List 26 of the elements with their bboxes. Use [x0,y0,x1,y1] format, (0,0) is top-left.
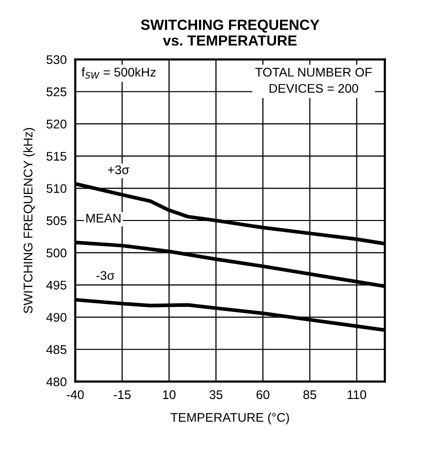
series-label: MEAN [86,214,120,222]
y-tick-label: 525 [46,87,66,96]
chart-title: SWITCHING FREQUENCY vs. TEMPERATURE [140,20,320,46]
series-label: -3σ [96,271,114,280]
series-label: +3σ [108,165,130,174]
annotation: TOTAL NUMBER OF DEVICES = 200 [255,68,372,93]
x-tick-label: 60 [256,390,270,400]
x-tick-label: -40 [66,390,84,400]
x-tick-label: 10 [163,390,176,400]
y-tick-label: 505 [46,216,66,226]
y-tick-label: 495 [46,280,66,290]
y-tick-label: 490 [46,312,66,322]
y-axis-title: SWITCHING FREQUENCY (kHz) [23,128,35,314]
x-axis-title: TEMPERATURE (°C) [170,412,289,424]
x-tick-label: 35 [210,390,222,400]
y-tick-label: 520 [46,120,66,128]
y-tick-label: 480 [46,377,66,386]
y-tick-label: 515 [46,152,66,161]
y-tick-label: 500 [46,248,66,258]
x-tick-label: 110 [348,390,366,400]
y-tick-label: 530 [46,55,66,64]
y-tick-label: 485 [46,345,66,354]
y-tick-label: 510 [46,184,66,193]
x-tick-label: 85 [303,390,316,400]
x-tick-label: -15 [114,390,131,400]
annotation: f$_{SW}$ = 500kHz [82,67,156,79]
